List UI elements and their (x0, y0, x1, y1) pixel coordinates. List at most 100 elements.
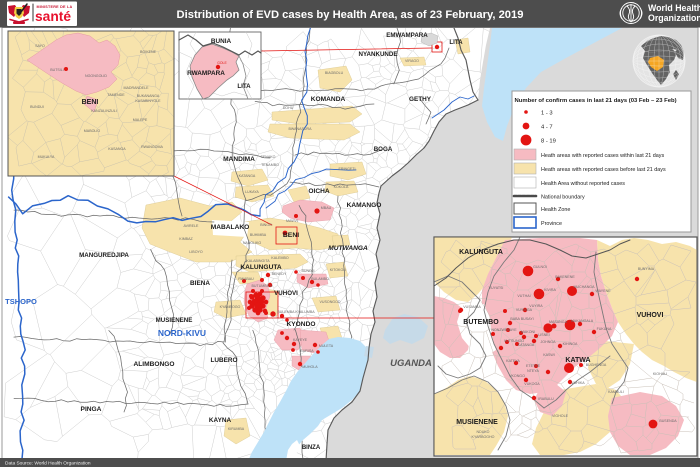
svg-text:MABALAKO: MABALAKO (211, 224, 249, 231)
svg-text:NONZWEBAYE: NONZWEBAYE (491, 328, 517, 332)
svg-text:BIENA: BIENA (190, 280, 210, 287)
svg-text:VUSAMBA: VUSAMBA (463, 305, 481, 309)
svg-text:MANGUREDJIPA: MANGUREDJIPA (79, 252, 129, 259)
svg-text:TENAMBO: TENAMBO (261, 163, 279, 167)
svg-text:BABA BUSAYI: BABA BUSAYI (510, 317, 533, 321)
svg-text:MUSIENENE: MUSIENENE (456, 419, 498, 426)
svg-text:PINGA: PINGA (81, 406, 102, 413)
svg-text:RWABAU: RWABAU (238, 277, 254, 281)
svg-text:JOHNGA: JOHNGA (541, 340, 557, 344)
svg-text:TAMENDE: TAMENDE (107, 93, 125, 97)
svg-text:NYANKUNDE: NYANKUNDE (359, 51, 398, 58)
svg-text:FUKUNA: FUKUNA (597, 327, 612, 331)
svg-text:MABOLIO: MABOLIO (84, 129, 101, 133)
svg-text:BUTEMBO: BUTEMBO (463, 319, 499, 326)
svg-text:KATWA: KATWA (565, 357, 590, 364)
svg-text:BENI: BENI (283, 232, 299, 239)
svg-text:BUKANANGA: BUKANANGA (137, 94, 160, 98)
svg-text:8 - 19: 8 - 19 (541, 139, 556, 145)
svg-text:4 - 7: 4 - 7 (541, 125, 553, 131)
svg-text:VUHOVI: VUHOVI (637, 312, 664, 319)
svg-text:KOMANDA: KOMANDA (311, 96, 346, 103)
svg-text:BWANASURA: BWANASURA (288, 127, 312, 131)
svg-text:BULEMBA KYALUMBA: BULEMBA KYALUMBA (277, 310, 315, 314)
svg-text:KYAMBOGO: KYAMBOGO (220, 305, 241, 309)
svg-text:KAYNA: KAYNA (209, 417, 232, 424)
svg-text:RWAMPARA: RWAMPARA (187, 70, 225, 77)
svg-text:RWANGOMA: RWANGOMA (141, 145, 163, 149)
svg-text:IRABULU: IRABULU (538, 397, 554, 401)
svg-text:KASWI: KASWI (543, 353, 555, 357)
svg-text:MUSIENENE: MUSIENENE (156, 317, 193, 324)
svg-text:MANDIMA: MANDIMA (223, 156, 255, 163)
svg-text:MALEPE: MALEPE (133, 118, 148, 122)
svg-text:MBAU: MBAU (321, 206, 332, 210)
svg-text:BUNDUI: BUNDUI (30, 105, 44, 109)
svg-text:KALUNGUTA: KALUNGUTA (240, 264, 282, 271)
svg-text:KAMANGO: KAMANGO (347, 202, 382, 209)
svg-text:BUNDJI: BUNDJI (302, 269, 315, 273)
svg-text:GOLE: GOLE (217, 61, 227, 65)
svg-text:KIHINGA: KIHINGA (563, 342, 578, 346)
svg-text:ERINGETI: ERINGETI (339, 167, 356, 171)
svg-text:NGONGOLID: NGONGOLID (85, 74, 107, 78)
svg-text:KIRUMBA: KIRUMBA (228, 427, 245, 431)
svg-text:Health Area without reported c: Health Area without reported cases (541, 181, 625, 187)
svg-text:LITA: LITA (449, 39, 463, 46)
svg-text:National boundary: National boundary (541, 195, 585, 201)
svg-text:LITA: LITA (237, 83, 251, 90)
svg-text:VUYIRA: VUYIRA (529, 304, 543, 308)
svg-text:MUHOLA: MUHOLA (302, 365, 318, 369)
svg-text:VUYATSI: VUYATSI (489, 286, 504, 290)
svg-text:BOGA: BOGA (374, 146, 393, 153)
svg-text:VUHOVI: VUHOVI (274, 290, 298, 297)
svg-text:KASABINYOLE: KASABINYOLE (135, 99, 161, 103)
svg-text:KANZULINZULI: KANZULINZULI (91, 109, 117, 113)
svg-text:VUTSUNGO: VUTSUNGO (504, 339, 525, 343)
svg-text:KATEYA: KATEYA (506, 359, 520, 363)
svg-text:KIOHALI: KIOHALI (653, 372, 667, 376)
svg-text:BUNYIMA: BUNYIMA (638, 267, 655, 271)
svg-text:Heath areas with reported case: Heath areas with reported cases before l… (541, 167, 666, 173)
svg-text:NDUKO: NDUKO (477, 430, 490, 434)
svg-text:World Health: World Health (648, 3, 700, 13)
svg-text:KAMBULI: KAMBULI (608, 390, 624, 394)
svg-text:KITOKOLI: KITOKOLI (330, 268, 347, 272)
svg-text:1 - 3: 1 - 3 (541, 111, 553, 117)
svg-text:MASANGA: MASANGA (549, 320, 568, 324)
svg-text:BUNIA: BUNIA (211, 38, 232, 45)
svg-text:VIRAGO: VIRAGO (405, 59, 419, 63)
svg-text:Number of confirm cases in las: Number of confirm cases in last 21 days … (515, 98, 677, 104)
svg-text:Data Source: World Health Orga: Data Source: World Health Organization (5, 461, 91, 467)
svg-text:BULAMBO: BULAMBO (311, 277, 329, 281)
svg-text:BUHIMBA: BUHIMBA (250, 233, 267, 237)
svg-text:BOIKENE: BOIKENE (140, 50, 157, 54)
svg-text:Organization: Organization (648, 13, 700, 23)
svg-text:AVIRELE: AVIRELE (184, 224, 200, 228)
svg-text:KATANGA: KATANGA (239, 174, 256, 178)
svg-text:UGANDA: UGANDA (390, 358, 432, 369)
svg-text:KALABINGITA: KALABINGITA (246, 259, 270, 263)
svg-text:KYONDO: KYONDO (287, 321, 316, 328)
svg-text:KALUNGUTA: KALUNGUTA (459, 249, 503, 256)
svg-text:SENAKO: SENAKO (261, 155, 276, 159)
svg-text:BUTUMBITU: BUTUMBITU (252, 284, 273, 288)
svg-text:BAKENENE: BAKENENE (555, 275, 575, 279)
svg-text:OICHA: OICHA (308, 188, 329, 195)
svg-text:DOHU: DOHU (283, 106, 294, 110)
svg-text:VUTHAI: VUTHAI (517, 294, 530, 298)
svg-text:BUSENDA: BUSENDA (659, 419, 677, 423)
svg-text:NABOLIKO: NABOLIKO (243, 241, 262, 245)
svg-text:LUBERO: LUBERO (211, 357, 238, 364)
svg-text:MINISTERE DE LA: MINISTERE DE LA (37, 5, 73, 9)
svg-text:BURISA: BURISA (300, 349, 314, 353)
svg-text:Health Zone: Health Zone (541, 207, 570, 213)
svg-text:LUKAYA: LUKAYA (245, 190, 259, 194)
svg-text:MAVIVI: MAVIVI (286, 219, 298, 223)
svg-text:Province: Province (541, 221, 562, 227)
svg-text:BENI: BENI (82, 99, 99, 106)
svg-text:KIVIRA: KIVIRA (544, 288, 556, 292)
svg-text:MAKONI: MAKONI (521, 330, 535, 334)
svg-text:MUCHANGA: MUCHANGA (574, 285, 596, 289)
svg-text:BENEDY: BENEDY (272, 272, 287, 276)
